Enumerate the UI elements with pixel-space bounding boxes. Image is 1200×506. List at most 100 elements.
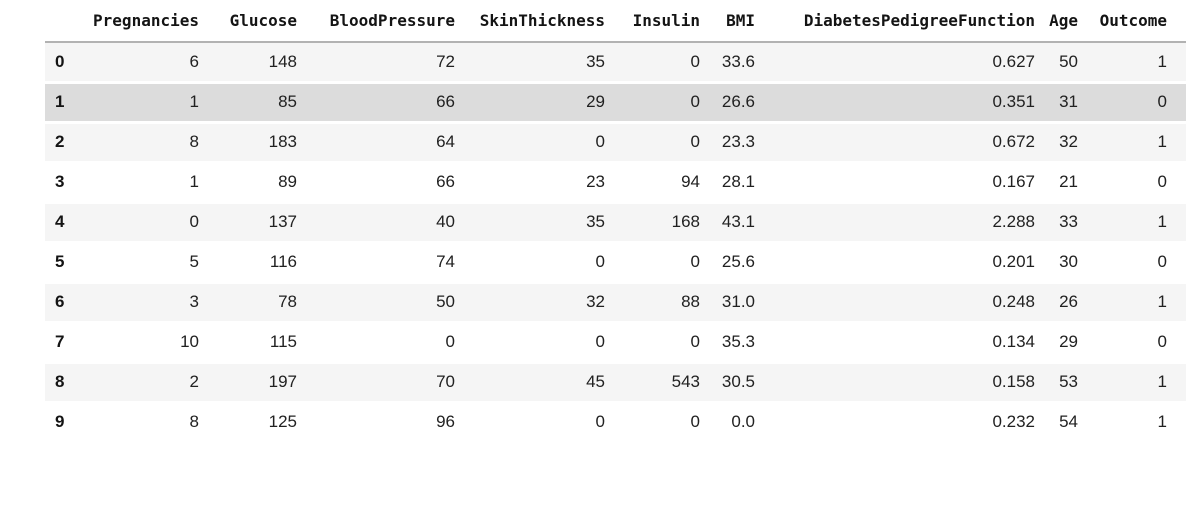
cell: 31.0	[721, 292, 755, 311]
row-index: 4	[55, 212, 65, 231]
row-index: 6	[55, 292, 65, 311]
cell: 1	[1157, 51, 1167, 71]
cell: 0.201	[992, 252, 1035, 271]
table-row: 0 6 148 72 35 0 33.6 0.627 50 1	[45, 42, 1186, 82]
row-index: 9	[55, 412, 65, 431]
cell: 137	[268, 212, 297, 231]
cell: 66	[436, 92, 455, 111]
column-header: BloodPressure	[329, 11, 455, 30]
table-row: 7 10 115 0 0 0 35.3 0.134 29 0	[45, 322, 1186, 362]
cell: 25.6	[721, 252, 755, 271]
cell: 0	[690, 92, 700, 111]
row-index: 0	[55, 51, 65, 71]
cell: 10	[180, 332, 199, 351]
cell: 1	[1157, 372, 1167, 391]
cell: 88	[681, 292, 700, 311]
cell: 50	[1059, 51, 1078, 71]
cell: 45	[586, 372, 605, 391]
cell: 0	[690, 332, 700, 351]
cell: 0	[595, 252, 605, 271]
row-index: 7	[55, 332, 65, 351]
table-row: 5 5 116 74 0 0 25.6 0.201 30 0	[45, 242, 1186, 282]
cell: 1	[1157, 412, 1167, 431]
cell: 29	[1059, 332, 1078, 351]
cell: 168	[671, 212, 700, 231]
column-header: Age	[1049, 11, 1078, 30]
cell: 1	[1157, 292, 1167, 311]
column-header: Outcome	[1099, 11, 1167, 30]
cell: 0.672	[992, 132, 1035, 151]
table-row: 2 8 183 64 0 0 23.3 0.672 32 1	[45, 122, 1186, 162]
cell: 1	[189, 92, 199, 111]
cell: 85	[278, 92, 297, 111]
cell: 30.5	[721, 372, 755, 391]
column-header: Glucose	[229, 11, 297, 30]
cell: 0	[445, 332, 455, 351]
cell: 64	[436, 132, 455, 151]
cell: 125	[268, 412, 297, 431]
cell: 72	[436, 51, 455, 71]
cell: 0.158	[992, 372, 1035, 391]
table-row: 1 1 85 66 29 0 26.6 0.351 31 0	[45, 82, 1186, 122]
cell: 54	[1059, 412, 1078, 431]
cell: 0	[1157, 332, 1167, 351]
table-row: 3 1 89 66 23 94 28.1 0.167 21 0	[45, 162, 1186, 202]
row-index: 2	[55, 132, 65, 151]
cell: 1	[1157, 132, 1167, 151]
cell: 0	[595, 132, 605, 151]
table-row: 6 3 78 50 32 88 31.0 0.248 26 1	[45, 282, 1186, 322]
cell: 0	[690, 132, 700, 151]
column-header: Insulin	[632, 11, 700, 30]
cell: 2	[189, 372, 199, 391]
row-index: 5	[55, 252, 65, 271]
cell: 0	[1157, 172, 1167, 191]
cell: 0.351	[992, 92, 1035, 111]
cell: 3	[189, 292, 199, 311]
cell: 35	[586, 212, 605, 231]
cell: 78	[278, 292, 297, 311]
cell: 32	[586, 292, 605, 311]
header-row: Pregnancies Glucose BloodPressure SkinThick…	[45, 0, 1186, 42]
cell: 32	[1059, 132, 1078, 151]
cell: 0	[1157, 92, 1167, 111]
cell: 89	[278, 172, 297, 191]
table-row: 4 0 137 40 35 168 43.1 2.288 33 1	[45, 202, 1186, 242]
cell: 0	[595, 412, 605, 431]
cell: 96	[436, 412, 455, 431]
cell: 0.134	[992, 332, 1035, 351]
table-row: 8 2 197 70 45 543 30.5 0.158 53 1	[45, 362, 1186, 402]
cell: 28.1	[721, 172, 755, 191]
cell: 5	[189, 252, 199, 271]
cell: 1	[1157, 212, 1167, 231]
row-index: 3	[55, 172, 65, 191]
cell: 8	[189, 132, 199, 151]
cell: 148	[268, 51, 297, 71]
cell: 26.6	[721, 92, 755, 111]
cell: 70	[436, 372, 455, 391]
cell: 33.6	[721, 51, 755, 71]
cell: 6	[189, 51, 199, 71]
column-header: Pregnancies	[93, 11, 199, 30]
cell: 23	[586, 172, 605, 191]
cell: 66	[436, 172, 455, 191]
cell: 0.0	[731, 412, 755, 431]
cell: 0.248	[992, 292, 1035, 311]
dataframe-table: Pregnancies Glucose BloodPressure SkinThick…	[45, 0, 1186, 444]
index-column-header	[45, 0, 85, 42]
row-index: 8	[55, 372, 65, 391]
row-index: 1	[55, 92, 65, 111]
cell: 40	[436, 212, 455, 231]
cell: 0	[595, 332, 605, 351]
cell: 23.3	[721, 132, 755, 151]
cell: 21	[1059, 172, 1078, 191]
cell: 0.232	[992, 412, 1035, 431]
cell: 197	[268, 372, 297, 391]
cell: 26	[1059, 292, 1078, 311]
table-row: 9 8 125 96 0 0 0.0 0.232 54 1	[45, 402, 1186, 442]
cell: 2.288	[992, 212, 1035, 231]
cell: 35	[586, 51, 605, 71]
table-body: 0 6 148 72 35 0 33.6 0.627 50 1 1 1 85 66 29 0 26.6 0.…	[45, 42, 1186, 442]
cell: 31	[1059, 92, 1078, 111]
cell: 1	[189, 172, 199, 191]
